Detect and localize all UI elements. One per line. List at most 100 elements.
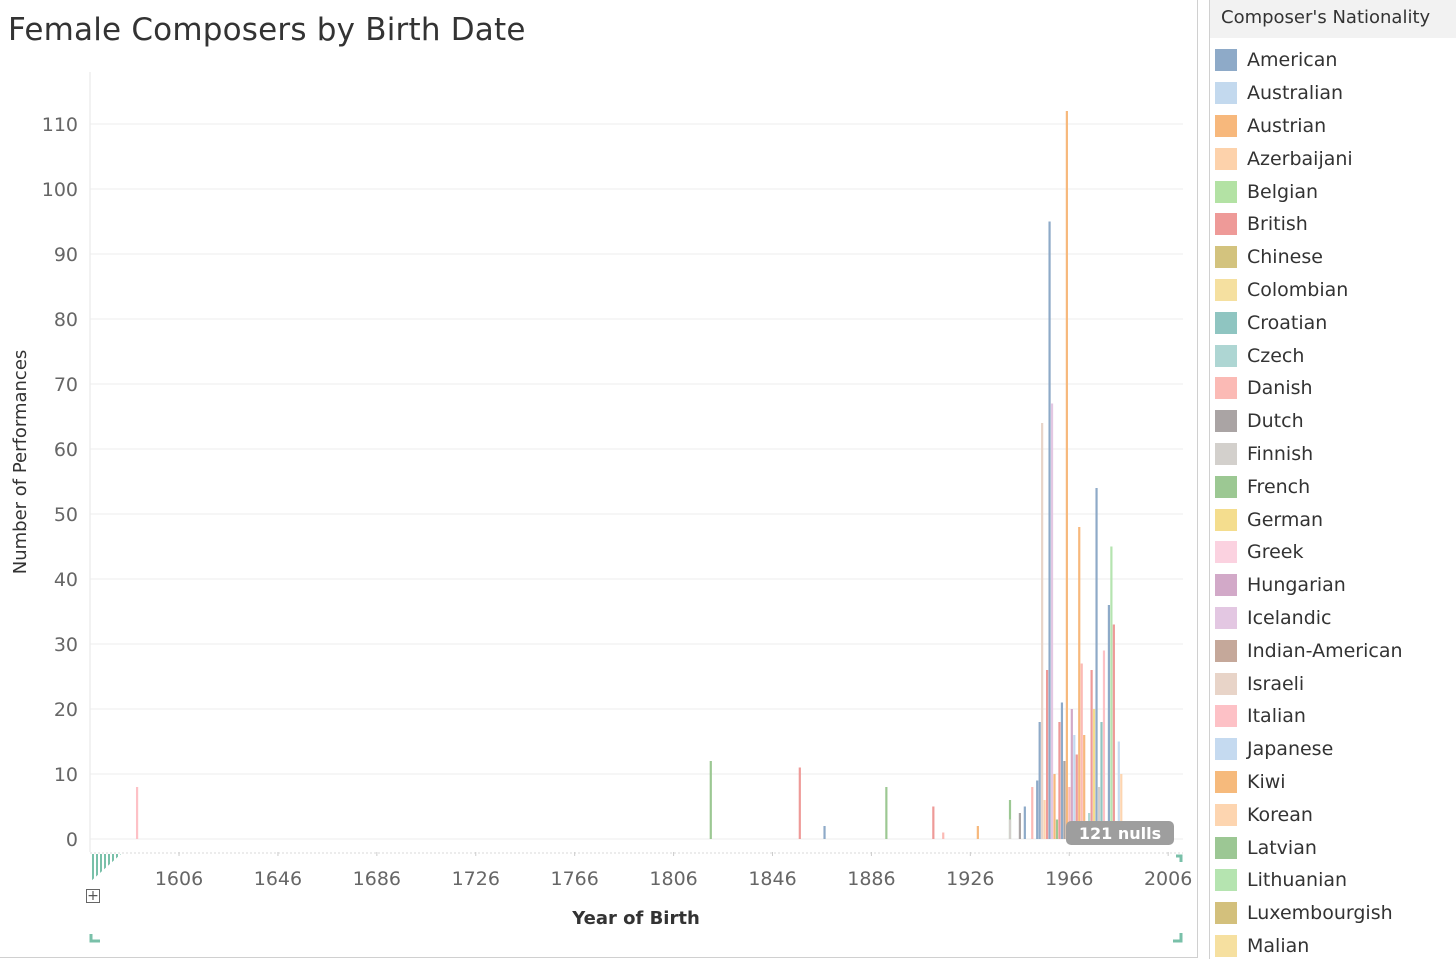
legend-item[interactable]: Hungarian <box>1215 569 1403 602</box>
bar <box>1043 800 1046 839</box>
chart-pane: Female Composers by Birth Date 0 10 20 30 40… <box>0 0 1198 958</box>
bar <box>1100 722 1103 839</box>
x-tick-label: 1606 <box>155 868 203 890</box>
bar <box>1075 754 1078 839</box>
legend-item[interactable]: Chinese <box>1215 241 1403 274</box>
legend-item[interactable]: Lithuanian <box>1215 864 1403 897</box>
legend-swatch <box>1215 278 1237 301</box>
x-tick-label: 1846 <box>748 868 796 890</box>
legend-item[interactable]: Luxembourgish <box>1215 897 1403 930</box>
bar <box>1053 774 1056 839</box>
legend-label: Chinese <box>1247 246 1323 269</box>
bar <box>823 826 826 839</box>
y-tick-label: 60 <box>54 439 78 461</box>
y-tick-label: 100 <box>42 179 78 201</box>
bar <box>1068 787 1071 839</box>
legend-label: Austrian <box>1247 114 1327 137</box>
bar <box>798 767 801 839</box>
legend-swatch <box>1215 508 1237 531</box>
bar <box>932 806 935 839</box>
bar <box>1097 787 1101 839</box>
expand-axis-button[interactable]: + <box>86 888 100 904</box>
legend-item[interactable]: French <box>1215 470 1403 503</box>
legend-item[interactable]: Austrian <box>1215 110 1403 143</box>
bar <box>1083 735 1086 839</box>
legend-item[interactable]: Croatian <box>1215 306 1403 339</box>
y-tick-label: 110 <box>42 114 78 136</box>
legend-swatch <box>1215 836 1237 859</box>
legend-item[interactable]: Danish <box>1215 372 1403 405</box>
bar <box>1092 709 1096 839</box>
bar <box>1060 702 1064 839</box>
legend-item[interactable]: Kiwi <box>1215 766 1403 799</box>
legend-item[interactable]: Colombian <box>1215 274 1403 307</box>
legend-label: Danish <box>1247 377 1313 400</box>
x-tick-label: 1806 <box>649 868 697 890</box>
legend-swatch <box>1215 574 1237 597</box>
x-tick-label: 2006 <box>1144 868 1192 890</box>
x-axis-title: Year of Birth <box>571 908 700 929</box>
legend-swatch <box>1215 410 1237 433</box>
legend-item[interactable]: Czech <box>1215 339 1403 372</box>
legend-label: Finnish <box>1247 442 1314 465</box>
bar <box>1008 819 1012 839</box>
x-tick-label: 1966 <box>1045 868 1093 890</box>
legend-item[interactable]: German <box>1215 503 1403 536</box>
bar <box>1102 650 1106 839</box>
legend-label: Colombian <box>1247 278 1349 301</box>
legend-panel: Composer's Nationality American Australia… <box>1209 0 1456 959</box>
legend-swatch <box>1215 639 1237 662</box>
legend-item[interactable]: British <box>1215 208 1403 241</box>
y-tick-label: 50 <box>54 504 78 526</box>
bar <box>1078 527 1081 839</box>
bar <box>1045 670 1049 839</box>
legend-item[interactable]: Dutch <box>1215 405 1403 438</box>
bar <box>1110 546 1113 839</box>
legend-swatch <box>1215 114 1237 137</box>
legend-swatch <box>1215 180 1237 203</box>
legend-item[interactable]: Israeli <box>1215 667 1403 700</box>
bar <box>1058 722 1061 839</box>
legend-list: American Australian Austrian Azerbaijani Bel… <box>1215 44 1403 962</box>
bar <box>885 787 888 839</box>
legend-item[interactable]: Finnish <box>1215 438 1403 471</box>
legend-item[interactable]: Australian <box>1215 77 1403 110</box>
legend-label: Azerbaijani <box>1247 147 1353 170</box>
bar <box>1038 722 1041 839</box>
legend-swatch <box>1215 147 1237 170</box>
bar <box>1120 774 1123 839</box>
legend-label: Icelandic <box>1247 606 1332 629</box>
legend-item[interactable]: Italian <box>1215 700 1403 733</box>
y-tick-label: 40 <box>54 569 78 591</box>
legend-swatch <box>1215 672 1237 695</box>
legend-item[interactable]: Belgian <box>1215 175 1403 208</box>
legend-label: Australian <box>1247 82 1344 105</box>
legend-label: Croatian <box>1247 311 1328 334</box>
legend-swatch <box>1215 49 1237 72</box>
y-axis-title: Number of Performances <box>10 350 31 575</box>
legend-item[interactable]: Latvian <box>1215 831 1403 864</box>
legend-item[interactable]: Korean <box>1215 798 1403 831</box>
legend-item[interactable]: Greek <box>1215 536 1403 569</box>
legend-item[interactable]: Icelandic <box>1215 602 1403 635</box>
legend-item[interactable]: Malian <box>1215 930 1403 962</box>
x-tick-label: 1886 <box>847 868 895 890</box>
bar <box>1065 111 1068 839</box>
corner-bracket <box>1173 933 1183 943</box>
legend-swatch <box>1215 475 1237 498</box>
legend-swatch <box>1215 902 1237 925</box>
y-tick-label: 80 <box>54 309 78 331</box>
bar <box>1070 709 1073 839</box>
legend-label: Malian <box>1247 934 1310 957</box>
legend-item[interactable]: American <box>1215 44 1403 77</box>
legend-swatch <box>1215 869 1237 892</box>
bar <box>1080 663 1083 839</box>
legend-item[interactable]: Indian-American <box>1215 634 1403 667</box>
bar <box>976 826 979 839</box>
bar <box>1048 221 1051 839</box>
legend-item[interactable]: Azerbaijani <box>1215 142 1403 175</box>
bar <box>1023 806 1026 839</box>
legend-item[interactable]: Japanese <box>1215 733 1403 766</box>
bar <box>1031 787 1034 839</box>
bar <box>1055 819 1059 839</box>
